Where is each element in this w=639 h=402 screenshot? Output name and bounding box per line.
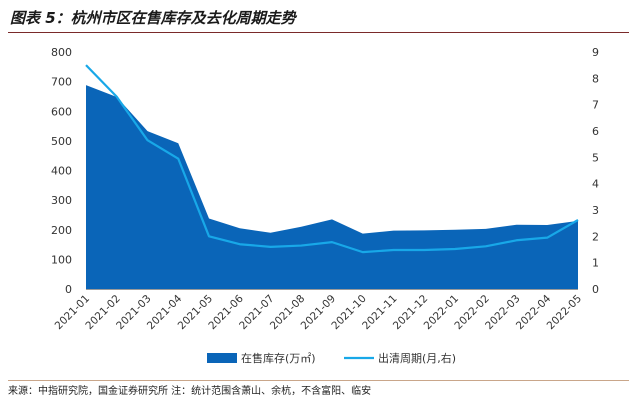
- y-right-tick-label: 8: [592, 72, 599, 85]
- y-right-tick-label: 7: [592, 99, 599, 112]
- y-left-tick-label: 300: [51, 194, 72, 207]
- y-right-tick-label: 1: [592, 257, 599, 270]
- y-right-tick-label: 9: [592, 46, 599, 59]
- figure-title: 图表 5：杭州市区在售库存及去化周期走势: [10, 9, 296, 27]
- legend-swatch-inventory: [207, 353, 237, 363]
- y-left-tick-label: 0: [65, 283, 72, 296]
- inventory-area-layer: [86, 85, 578, 290]
- y-right-tick-label: 0: [592, 283, 599, 296]
- y-right-tick-label: 3: [592, 204, 599, 217]
- source-note: 来源：中指研究院，国金证券研究所 注：统计范围含萧山、余杭，不含富阳、临安: [8, 386, 372, 397]
- y-left-tick-label: 400: [51, 165, 72, 178]
- y-left-tick-label: 800: [51, 46, 72, 59]
- chart: 800700600500400300200100098765432102021-…: [51, 46, 599, 365]
- y-right-tick-label: 6: [592, 125, 599, 138]
- y-left-tick-label: 200: [51, 224, 72, 237]
- legend-label-inventory: 在售库存(万㎡): [241, 351, 316, 365]
- inventory-area-series: [86, 85, 578, 290]
- legend: 在售库存(万㎡) 出清周期(月,右): [207, 351, 456, 365]
- y-left-tick-label: 700: [51, 76, 72, 89]
- y-left-tick-label: 100: [51, 253, 72, 266]
- footer-rule: [8, 380, 629, 381]
- y-right-tick-label: 2: [592, 230, 599, 243]
- clearance-cycle-line-layer: [85, 64, 579, 254]
- title-rule: [8, 32, 629, 33]
- y-left-tick-label: 500: [51, 135, 72, 148]
- y-right-tick-label: 5: [592, 151, 599, 164]
- y-right-tick-label: 4: [592, 178, 599, 191]
- y-left-tick-label: 600: [51, 105, 72, 118]
- legend-label-clearance-cycle: 出清周期(月,右): [378, 351, 456, 365]
